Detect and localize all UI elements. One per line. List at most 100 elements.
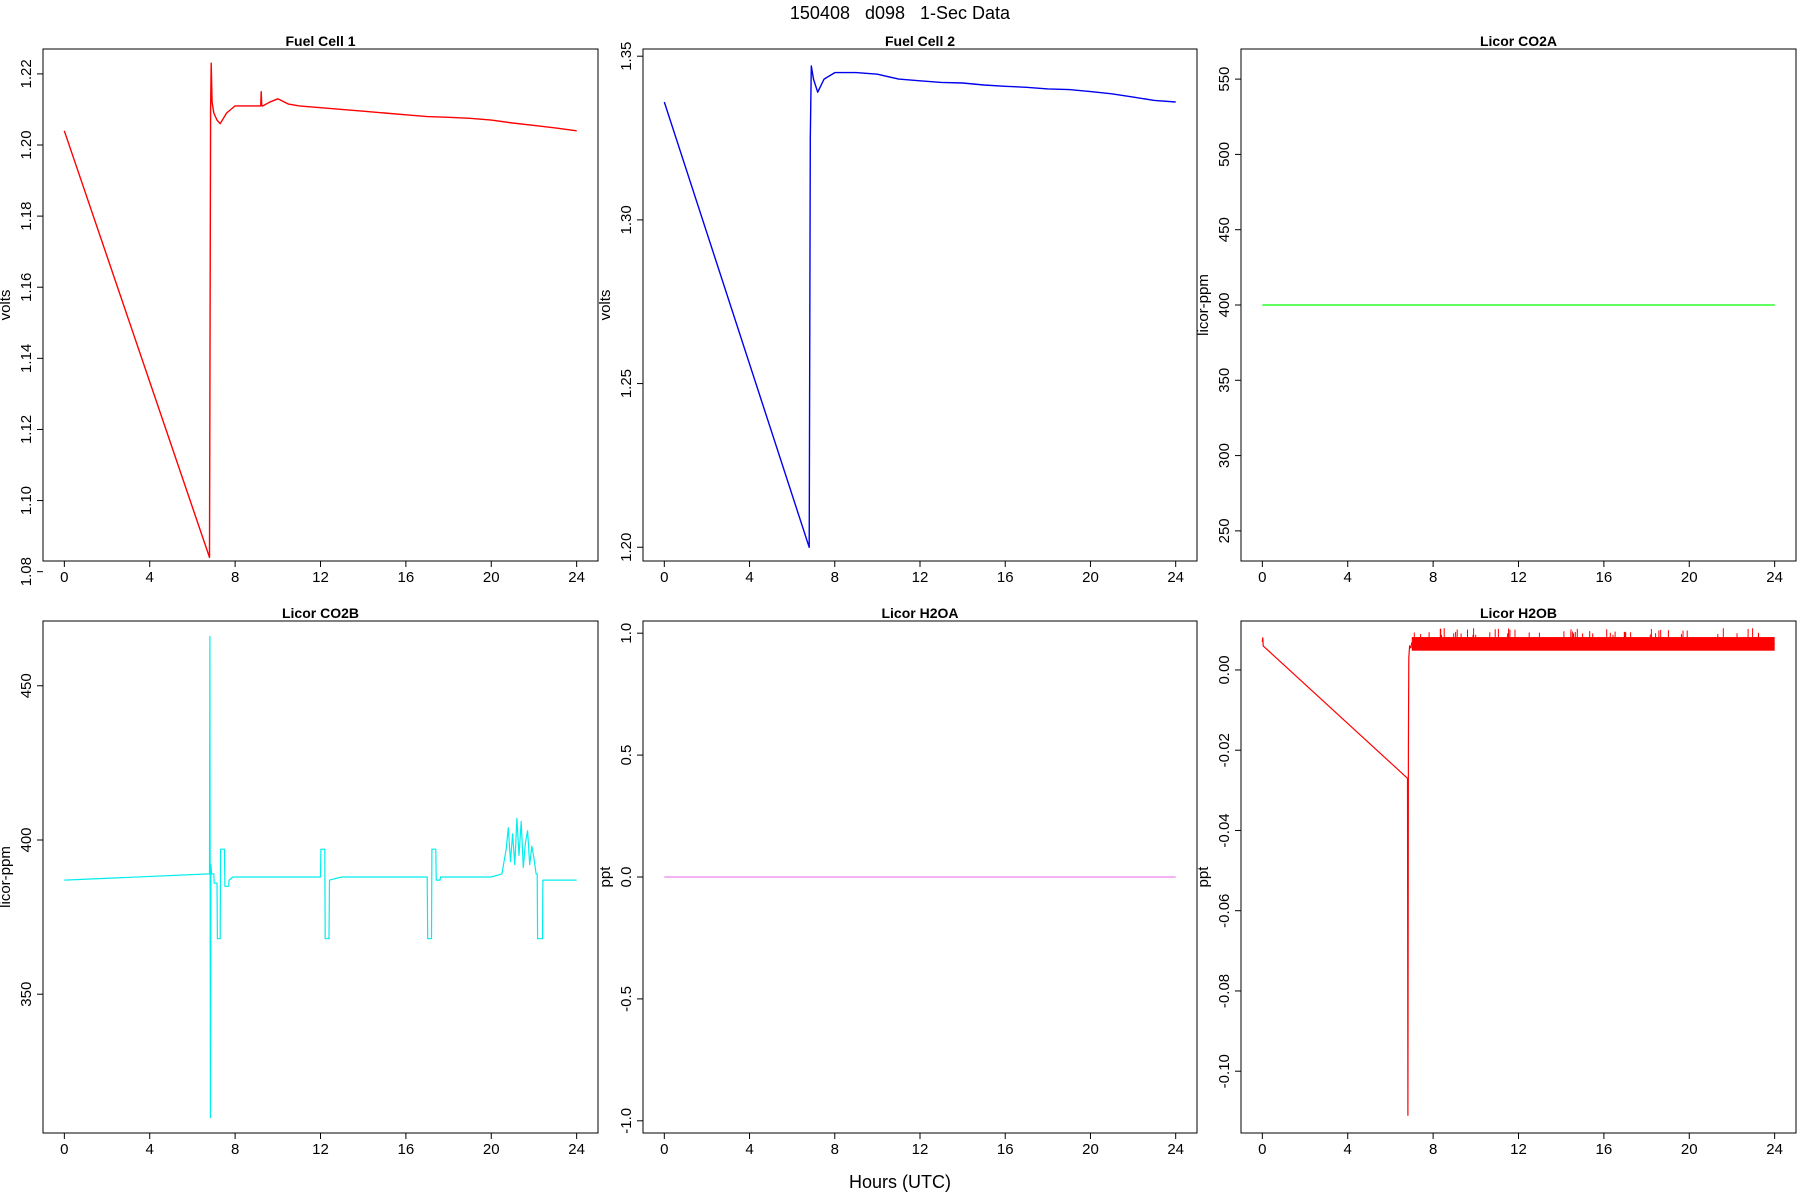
x-tick-label: 24 — [568, 1141, 585, 1158]
x-tick-label: 4 — [146, 1141, 154, 1158]
x-tick-label: 12 — [912, 569, 929, 586]
panel-title: Fuel Cell 1 — [285, 33, 355, 49]
x-tick-label: 24 — [1167, 569, 1184, 586]
panel-5: Licor H2OA ppt 0 4 8 12 16 20 24 -1.0 -0.5 0.0 0.5 1.… — [597, 605, 1198, 1158]
y-tick-label: 400 — [18, 827, 35, 852]
x-tick-label: 0 — [60, 569, 68, 586]
panel-3: Licor CO2A licor-ppm 0 4 8 12 16 20 24 250 300 350 4… — [1195, 33, 1797, 586]
x-tick-label: 24 — [1766, 569, 1783, 586]
figure-title: 150408 d098 1-Sec Data — [789, 3, 1011, 23]
y-tick-label: 0.5 — [618, 745, 635, 766]
y-axis-label: ppt — [1195, 866, 1212, 888]
y-tick-label: 350 — [1216, 368, 1233, 393]
y-tick-label: -1.0 — [618, 1108, 635, 1134]
panel-title: Licor CO2A — [1480, 33, 1557, 49]
y-tick-label: 1.16 — [18, 273, 35, 302]
panel-title: Licor H2OB — [1480, 605, 1557, 621]
x-tick-label: 0 — [660, 569, 668, 586]
x-tick-label: 8 — [231, 569, 239, 586]
y-tick-label: 1.22 — [18, 59, 35, 88]
y-tick-label: 0.0 — [618, 867, 635, 888]
y-tick-label: 400 — [1216, 292, 1233, 317]
x-tick-label: 16 — [398, 1141, 415, 1158]
series-line — [663, 65, 1176, 548]
x-tick-label: 12 — [1510, 569, 1527, 586]
plot-frame — [642, 620, 1198, 1134]
y-tick-label: 300 — [1216, 443, 1233, 468]
panel-2: Fuel Cell 2 volts 0 4 8 12 16 20 24 1.20 1.25 1.30 1… — [597, 33, 1198, 586]
x-tick-label: 0 — [1258, 1141, 1266, 1158]
y-tick-label: -0.10 — [1216, 1054, 1233, 1088]
y-tick-label: 1.14 — [18, 344, 35, 373]
x-tick-label: 12 — [912, 1141, 929, 1158]
x-tick-label: 12 — [312, 1141, 329, 1158]
y-axis-label: licor-ppm — [1195, 274, 1212, 336]
panel-title: Fuel Cell 2 — [885, 33, 955, 49]
y-tick-label: 250 — [1216, 518, 1233, 543]
x-tick-label: 24 — [1766, 1141, 1783, 1158]
x-tick-label: 16 — [1596, 1141, 1613, 1158]
x-tick-label: 16 — [997, 569, 1014, 586]
y-tick-label: 1.08 — [18, 557, 35, 586]
y-tick-label: -0.06 — [1216, 894, 1233, 928]
plot-frame — [642, 48, 1198, 562]
x-tick-label: 8 — [1429, 1141, 1437, 1158]
noise-spikes — [1413, 628, 1760, 639]
y-tick-label: -0.08 — [1216, 974, 1233, 1008]
y-tick-label: 350 — [18, 982, 35, 1007]
panel-6: Licor H2OB ppt 0 4 8 12 16 20 24 -0.10 -0.08 -0.06 -… — [1195, 605, 1797, 1158]
x-tick-label: 4 — [146, 569, 154, 586]
y-tick-label: 1.18 — [18, 202, 35, 231]
y-tick-label: 1.25 — [618, 369, 635, 398]
plot-frame — [1240, 48, 1797, 562]
y-tick-label: 1.10 — [18, 486, 35, 515]
y-tick-label: 1.30 — [618, 205, 635, 234]
y-tick-label: 450 — [1216, 217, 1233, 242]
y-tick-label: 450 — [18, 673, 35, 698]
plot-frame — [42, 48, 599, 562]
series-line — [1261, 637, 1775, 1116]
y-tick-label: 1.20 — [18, 130, 35, 159]
x-tick-label: 8 — [831, 569, 839, 586]
x-tick-label: 4 — [745, 1141, 753, 1158]
x-tick-label: 20 — [1082, 1141, 1099, 1158]
x-tick-label: 20 — [1681, 569, 1698, 586]
y-tick-label: 1.35 — [618, 42, 635, 71]
x-tick-label: 20 — [1082, 569, 1099, 586]
y-axis-label: volts — [0, 290, 14, 321]
x-tick-label: 0 — [660, 1141, 668, 1158]
y-axis-label: licor-ppm — [0, 846, 14, 908]
y-tick-label: 1.0 — [618, 623, 635, 644]
global-x-axis-label: Hours (UTC) — [849, 1172, 951, 1192]
series-line — [64, 635, 577, 1119]
y-tick-label: 1.12 — [18, 415, 35, 444]
x-tick-label: 24 — [568, 569, 585, 586]
x-tick-label: 12 — [1510, 1141, 1527, 1158]
x-tick-label: 16 — [997, 1141, 1014, 1158]
x-tick-label: 8 — [831, 1141, 839, 1158]
x-tick-label: 8 — [1429, 569, 1437, 586]
panel-title: Licor CO2B — [282, 605, 359, 621]
y-axis-label: volts — [597, 290, 614, 321]
y-tick-label: 0.00 — [1216, 655, 1233, 684]
y-tick-label: -0.04 — [1216, 813, 1233, 847]
y-tick-label: -0.02 — [1216, 733, 1233, 767]
plot-frame — [42, 620, 599, 1134]
x-tick-label: 20 — [483, 1141, 500, 1158]
y-tick-label: -0.5 — [618, 986, 635, 1012]
y-tick-label: 550 — [1216, 67, 1233, 92]
x-tick-label: 8 — [231, 1141, 239, 1158]
x-tick-label: 16 — [398, 569, 415, 586]
x-tick-label: 20 — [1681, 1141, 1698, 1158]
x-tick-label: 16 — [1596, 569, 1613, 586]
panel-4: Licor CO2B licor-ppm 0 4 8 12 16 20 24 350 400 450 — [0, 605, 599, 1158]
x-tick-label: 0 — [1258, 569, 1266, 586]
panel-1: Fuel Cell 1 volts 0 4 8 12 16 20 24 1.08 1.10 1.12 1… — [0, 33, 599, 586]
plot-frame — [1240, 620, 1797, 1134]
panel-title: Licor H2OA — [881, 605, 958, 621]
y-axis-label: ppt — [597, 866, 614, 888]
x-tick-label: 12 — [312, 569, 329, 586]
x-tick-label: 4 — [1344, 569, 1352, 586]
